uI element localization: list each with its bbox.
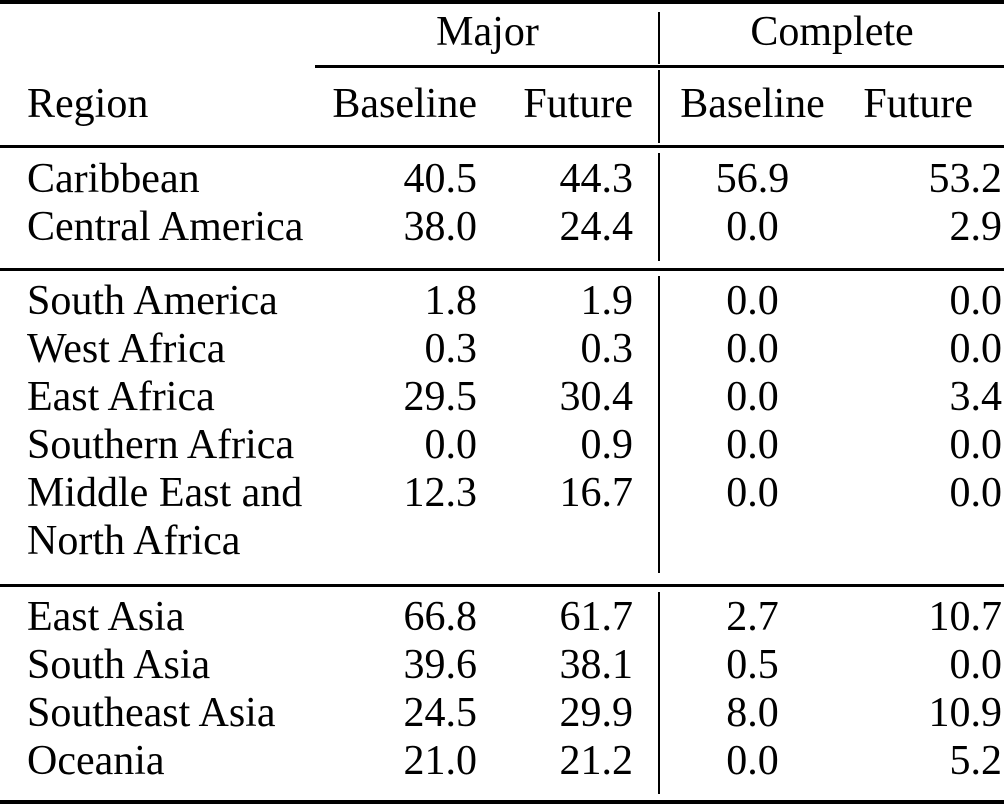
value-cell-major-baseline: 40.5 <box>403 156 478 202</box>
column-separator <box>658 70 660 143</box>
value-cell-complete-baseline: 56.9 <box>715 156 790 202</box>
table-row: East Africa 29.5 30.4 0.0 3.4 <box>0 373 1004 421</box>
value-cell-major-future: 1.9 <box>580 278 634 324</box>
column-group-complete: Complete <box>750 9 914 55</box>
region-cell: South Asia <box>27 642 211 688</box>
value-cell-major-future: 61.7 <box>559 594 634 640</box>
value-cell-complete-future: 5.2 <box>949 738 1003 784</box>
value-cell-complete-baseline: 0.0 <box>726 204 779 250</box>
value-cell-complete-baseline: 0.0 <box>726 470 779 516</box>
value-cell-complete-future: 3.4 <box>949 374 1003 420</box>
value-cell-complete-future: 0.0 <box>949 422 1003 468</box>
table-row: Caribbean 40.5 44.3 56.9 53.2 <box>0 155 1004 203</box>
value-cell-major-baseline: 1.8 <box>424 278 478 324</box>
value-cell-major-future: 24.4 <box>559 204 634 250</box>
table-row: Southeast Asia 24.5 29.9 8.0 10.9 <box>0 689 1004 737</box>
value-cell-major-future: 38.1 <box>559 642 634 688</box>
value-cell-complete-baseline: 0.0 <box>726 738 779 784</box>
value-cell-complete-future: 2.9 <box>949 204 1003 250</box>
value-cell-complete-future: 0.0 <box>949 642 1003 688</box>
table-section: Caribbean 40.5 44.3 56.9 53.2 Central Am… <box>0 148 1004 251</box>
region-cell: Southeast Asia <box>27 690 276 736</box>
value-cell-complete-future: 10.9 <box>928 690 1003 736</box>
header-major-baseline: Baseline <box>332 81 477 127</box>
value-cell-major-baseline: 66.8 <box>403 594 478 640</box>
table-row: East Asia 66.8 61.7 2.7 10.7 <box>0 593 1004 641</box>
value-cell-complete-baseline: 0.0 <box>726 326 779 372</box>
region-cell: Middle East and North Africa <box>27 470 303 564</box>
region-cell: East Asia <box>27 594 185 640</box>
table-row: Central America 38.0 24.4 0.0 2.9 <box>0 203 1004 251</box>
table-row: Southern Africa 0.0 0.9 0.0 0.0 <box>0 421 1004 469</box>
value-cell-major-future: 0.9 <box>580 422 634 468</box>
region-cell: South America <box>27 278 278 324</box>
value-cell-major-future: 16.7 <box>559 470 634 516</box>
value-cell-major-baseline: 12.3 <box>403 470 478 516</box>
header-complete-baseline: Baseline <box>680 81 825 127</box>
region-cell: Caribbean <box>27 156 200 202</box>
column-separator <box>658 592 660 794</box>
value-cell-complete-future: 10.7 <box>928 594 1003 640</box>
value-cell-complete-baseline: 0.5 <box>726 642 779 688</box>
table-row: Oceania 21.0 21.2 0.0 5.2 <box>0 737 1004 785</box>
value-cell-major-future: 0.3 <box>580 326 634 372</box>
header-row: Region Baseline Future Baseline Future <box>0 80 1004 128</box>
value-cell-major-future: 30.4 <box>559 374 634 420</box>
region-cell: East Africa <box>27 374 215 420</box>
value-cell-major-baseline: 0.3 <box>424 326 478 372</box>
value-cell-complete-baseline: 2.7 <box>726 594 779 640</box>
value-cell-complete-baseline: 0.0 <box>726 422 779 468</box>
value-cell-complete-future: 53.2 <box>928 156 1003 202</box>
value-cell-major-baseline: 21.0 <box>403 738 478 784</box>
value-cell-major-baseline: 39.6 <box>403 642 478 688</box>
bottom-rule <box>0 800 1004 804</box>
table-row: South America 1.8 1.9 0.0 0.0 <box>0 277 1004 325</box>
table-row: South Asia 39.6 38.1 0.5 0.0 <box>0 641 1004 689</box>
value-cell-major-baseline: 38.0 <box>403 204 478 250</box>
column-separator <box>658 276 660 573</box>
column-separator <box>658 153 660 261</box>
region-cell: Southern Africa <box>27 422 295 468</box>
value-cell-major-baseline: 0.0 <box>424 422 478 468</box>
section-divider-rule <box>0 268 1004 271</box>
table-section: South America 1.8 1.9 0.0 0.0 West Afric… <box>0 271 1004 565</box>
top-rule <box>0 0 1004 4</box>
header-complete-future: Future <box>863 81 973 127</box>
value-cell-complete-baseline: 0.0 <box>726 278 779 324</box>
table-section: East Asia 66.8 61.7 2.7 10.7 South Asia … <box>0 587 1004 785</box>
table-row: West Africa 0.3 0.3 0.0 0.0 <box>0 325 1004 373</box>
value-cell-major-future: 44.3 <box>559 156 634 202</box>
section-divider-rule <box>0 584 1004 587</box>
header-major-future: Future <box>523 81 633 127</box>
region-cell: Central America <box>27 204 304 250</box>
value-cell-complete-future: 0.0 <box>949 326 1003 372</box>
value-cell-complete-baseline: 0.0 <box>726 374 779 420</box>
column-group-rule <box>315 65 1004 68</box>
value-cell-complete-future: 0.0 <box>949 470 1003 516</box>
column-separator <box>658 12 660 64</box>
region-cell: West Africa <box>27 326 226 372</box>
value-cell-complete-baseline: 8.0 <box>726 690 779 736</box>
value-cell-major-baseline: 29.5 <box>403 374 478 420</box>
value-cell-complete-future: 0.0 <box>949 278 1003 324</box>
table-row: Middle East and North Africa 12.3 16.7 0… <box>0 469 1004 565</box>
value-cell-major-future: 29.9 <box>559 690 634 736</box>
region-cell: Oceania <box>27 738 165 784</box>
header-rule <box>0 145 1004 148</box>
value-cell-major-baseline: 24.5 <box>403 690 478 736</box>
header-region: Region <box>27 81 149 127</box>
value-cell-major-future: 21.2 <box>559 738 634 784</box>
column-group-major: Major <box>436 9 539 55</box>
